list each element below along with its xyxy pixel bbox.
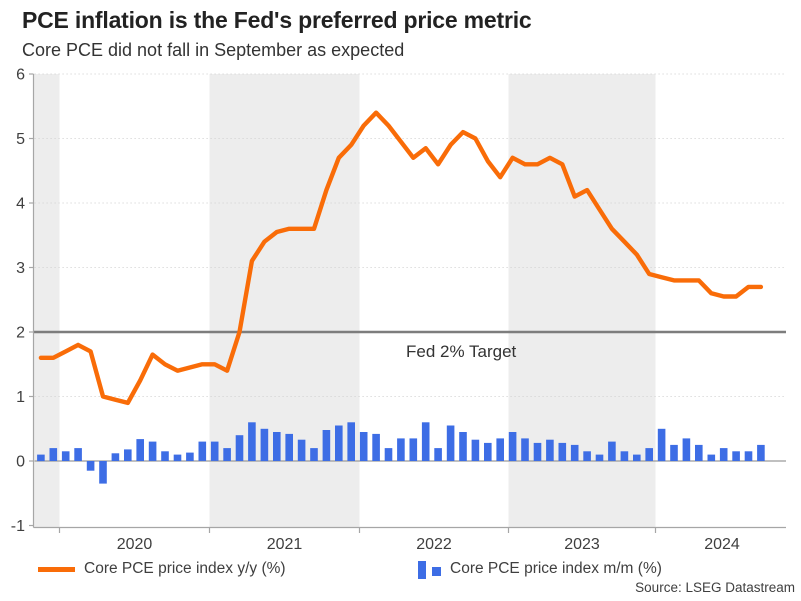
bar-2021-08	[297, 439, 306, 461]
mm-bars	[37, 422, 765, 484]
bar-2019-11	[37, 454, 45, 462]
bar-2023-02	[521, 438, 529, 461]
legend-item-mm: Core PCE price index m/m (%)	[418, 558, 662, 580]
bar-2024-05	[707, 454, 716, 462]
bar-2022-06	[421, 422, 430, 461]
bar-2022-03	[384, 448, 393, 461]
bar-2020-09	[161, 451, 169, 461]
axes	[29, 73, 786, 533]
svg-text:5: 5	[16, 131, 25, 148]
bar-2020-12	[198, 441, 207, 461]
bar-2022-08	[446, 425, 455, 461]
bar-2024-09	[757, 444, 765, 461]
bar-2023-11	[633, 454, 641, 462]
bar-2023-09	[608, 441, 616, 461]
bar-series-swatch	[418, 560, 441, 579]
bar-2022-09	[459, 432, 467, 461]
svg-text:0: 0	[16, 454, 25, 471]
bar-2024-07	[732, 451, 740, 461]
svg-text:2023: 2023	[564, 536, 600, 553]
bar-2022-07	[434, 448, 442, 461]
bar-2021-07	[285, 433, 293, 461]
bar-2020-01	[61, 451, 70, 461]
bar-2022-01	[359, 432, 368, 461]
bar-2020-05	[111, 453, 120, 461]
svg-text:2022: 2022	[416, 536, 452, 553]
bar-2020-03	[86, 461, 95, 471]
svg-text:-1: -1	[11, 518, 25, 535]
bar-2019-12	[49, 448, 58, 461]
svg-text:3: 3	[16, 260, 25, 277]
bar-2020-04	[99, 461, 107, 484]
bar-2021-12	[347, 422, 355, 461]
legend-label-yy: Core PCE price index y/y (%)	[84, 560, 286, 577]
bar-2021-09	[310, 448, 318, 461]
bar-2020-07	[136, 439, 144, 461]
bar-2020-10	[173, 454, 182, 462]
bar-2022-10	[471, 439, 480, 461]
legend-item-yy: Core PCE price index y/y (%)	[38, 558, 286, 580]
bar-2024-03	[682, 438, 691, 461]
fed-target-label: Fed 2% Target	[406, 342, 517, 361]
svg-text:6: 6	[16, 67, 25, 84]
yy-line	[38, 110, 764, 406]
y-axis-labels: -1 0 1 2 3 4 5 6	[11, 67, 25, 536]
bar-2021-03	[235, 435, 244, 461]
bar-2022-05	[409, 438, 418, 461]
bar-2020-11	[186, 452, 194, 461]
bar-2021-11	[335, 425, 343, 461]
bar-2022-12	[496, 438, 504, 461]
bar-2024-08	[744, 451, 753, 461]
source-credit: Source: LSEG Datastream	[635, 580, 795, 595]
line-series-swatch	[38, 566, 75, 572]
svg-text:2: 2	[16, 325, 25, 342]
bar-2022-02	[372, 433, 380, 461]
year-bands	[33, 74, 656, 528]
svg-text:1: 1	[16, 389, 25, 406]
bar-2023-03	[533, 442, 542, 461]
bar-2023-07	[583, 451, 591, 461]
chart-title: PCE inflation is the Fed's preferred pri…	[22, 7, 532, 33]
bar-2023-04	[546, 439, 554, 461]
x-axis-labels: 2020 2021 2022 2023 2024	[117, 536, 740, 553]
bar-2021-04	[248, 422, 256, 461]
bar-2022-04	[397, 438, 405, 461]
legend-label-mm: Core PCE price index m/m (%)	[450, 560, 662, 577]
bar-2021-06	[273, 432, 281, 461]
bar-2023-08	[595, 454, 604, 462]
svg-text:2024: 2024	[704, 536, 740, 553]
bar-2022-11	[484, 442, 492, 461]
bar-2021-01	[210, 441, 219, 461]
bar-2020-06	[124, 449, 132, 461]
svg-text:2020: 2020	[117, 536, 153, 553]
bar-2021-10	[322, 430, 331, 461]
bar-2021-05	[260, 428, 269, 462]
svg-text:2021: 2021	[267, 536, 303, 553]
bar-2020-08	[148, 441, 157, 461]
bar-2023-06	[570, 444, 579, 461]
chart-subtitle: Core PCE did not fall in September as ex…	[22, 40, 405, 60]
bar-2023-12	[645, 448, 653, 461]
bar-2021-02	[223, 448, 231, 461]
bar-2023-05	[558, 442, 567, 461]
bar-2024-01	[657, 428, 666, 462]
bar-2024-02	[670, 444, 678, 461]
bar-2023-01	[508, 432, 517, 461]
bar-2020-02	[74, 448, 82, 461]
bar-2024-06	[719, 448, 728, 461]
bar-2023-10	[620, 451, 629, 461]
svg-text:4: 4	[16, 196, 25, 213]
bar-2024-04	[695, 444, 703, 461]
